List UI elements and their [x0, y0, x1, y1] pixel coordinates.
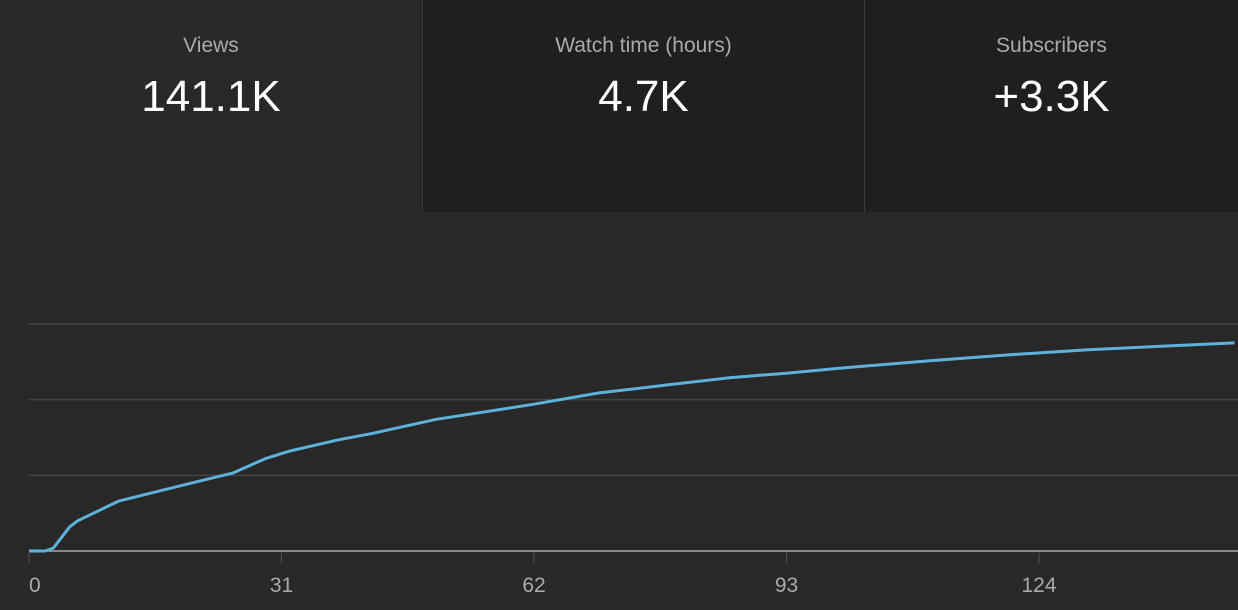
views-series-line [29, 341, 1235, 553]
metric-cards: Views 141.1K Watch time (hours) 4.7K Sub… [0, 0, 1238, 212]
x-tick-label: 0 [29, 574, 41, 597]
metric-value: 141.1K [141, 72, 281, 121]
metric-card-watch-time[interactable]: Watch time (hours) 4.7K [422, 0, 864, 212]
metric-label: Watch time (hours) [555, 34, 732, 57]
x-tick-label: 62 [522, 574, 545, 597]
metric-value: 4.7K [598, 72, 689, 121]
metric-card-subscribers[interactable]: Subscribers +3.3K [864, 0, 1238, 212]
metric-value: +3.3K [993, 72, 1110, 121]
metric-label: Views [183, 34, 239, 57]
x-tick-label: 31 [270, 574, 293, 597]
x-tick-label: 93 [775, 574, 798, 597]
metric-card-views[interactable]: Views 141.1K [0, 0, 422, 212]
metric-label: Subscribers [996, 34, 1107, 57]
views-line-chart: 0 31 62 93 124 [28, 323, 1238, 597]
x-tick-label: 124 [1021, 574, 1056, 597]
